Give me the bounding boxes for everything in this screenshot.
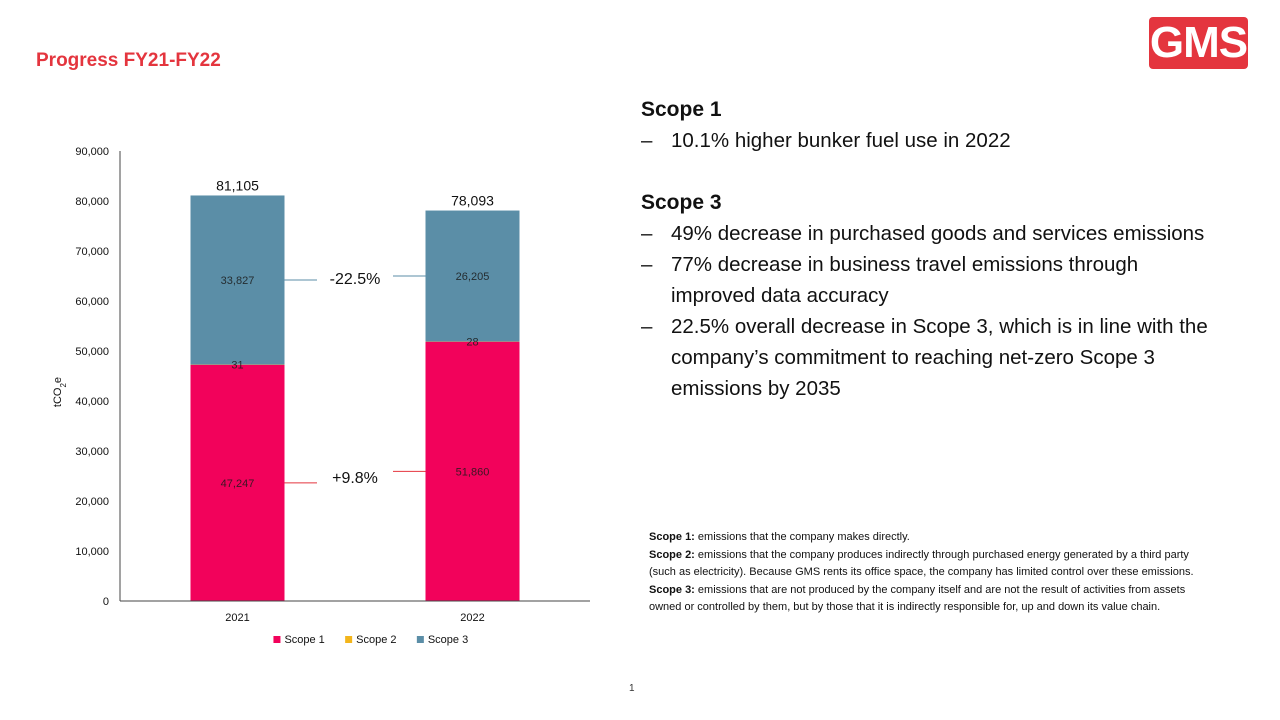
- bullet-item: –10.1% higher bunker fuel use in 2022: [641, 125, 1221, 156]
- legend-label: Scope 2: [356, 634, 396, 646]
- y-tick-label: 90,000: [75, 146, 109, 158]
- bullet-heading: Scope 1: [641, 98, 722, 121]
- scope-definitions: Scope 1: emissions that the company make…: [649, 529, 1209, 617]
- y-tick-label: 10,000: [75, 546, 109, 558]
- bullet-section: Scope 1 –10.1% higher bunker fuel use in …: [641, 94, 1221, 156]
- bullet-marker: –: [641, 129, 653, 152]
- scope-definition: Scope 3: emissions that are not produced…: [649, 582, 1209, 617]
- scope-definition-text: emissions that are not produced by the c…: [649, 583, 1186, 614]
- bullet-text: 77% decrease in business travel emission…: [671, 253, 1139, 307]
- bullet-marker: –: [641, 315, 653, 338]
- data-label: 47,247: [221, 478, 255, 490]
- bar-segment-scope-1: [425, 341, 520, 601]
- emissions-chart: 0 10,000 20,000 30,000 40,000 50,000 60,000 70,…: [40, 140, 610, 660]
- data-label: 28: [466, 337, 478, 349]
- total-label: 78,093: [451, 193, 494, 209]
- bullet-marker: –: [641, 222, 653, 245]
- y-axis-label: tCO2e: [52, 377, 68, 407]
- bullet-item: –22.5% overall decrease in Scope 3, whic…: [641, 311, 1221, 404]
- bullet-item: –77% decrease in business travel emissio…: [641, 249, 1221, 311]
- y-tick-label: 30,000: [75, 446, 109, 458]
- gms-logo: GMS: [1149, 17, 1248, 69]
- data-label: 31: [231, 360, 243, 372]
- y-tick-label: 20,000: [75, 496, 109, 508]
- scope-definition-label: Scope 1:: [649, 531, 695, 543]
- data-label: 33,827: [221, 275, 255, 287]
- legend-label: Scope 1: [284, 634, 324, 646]
- legend-swatch: [345, 636, 353, 643]
- scope-definition: Scope 1: emissions that the company make…: [649, 529, 1209, 547]
- y-tick-label: 80,000: [75, 196, 109, 208]
- scope-definition-label: Scope 3:: [649, 583, 695, 596]
- data-label: 26,205: [456, 271, 490, 283]
- data-label: 51,860: [456, 466, 490, 478]
- x-tick-label: 2021: [225, 612, 249, 624]
- y-tick-label: 70,000: [75, 246, 109, 258]
- y-tick-label: 0: [103, 596, 109, 608]
- bullet-text: 49% decrease in purchased goods and serv…: [671, 222, 1205, 245]
- change-annotation: +9.8%: [332, 470, 378, 487]
- slide-title: Progress FY21-FY22: [36, 50, 221, 71]
- page-number: 1: [629, 683, 635, 694]
- stacked-bar-chart: 0 10,000 20,000 30,000 40,000 50,000 60,000 70,…: [52, 146, 590, 646]
- legend-label: Scope 3: [428, 634, 468, 646]
- scope-definition-text: emissions that the company makes directl…: [697, 531, 910, 543]
- x-tick-label: 2022: [460, 612, 484, 624]
- scope-definition-label: Scope 2:: [649, 548, 695, 561]
- bar-segment-scope-3: [425, 210, 520, 342]
- bar-segment-scope-1: [190, 364, 285, 601]
- bullet-section: Scope 3–49% decrease in purchased goods …: [641, 187, 1221, 404]
- y-tick-label: 60,000: [75, 296, 109, 308]
- bar-segment-scope-3: [190, 195, 285, 365]
- bullet-list: –49% decrease in purchased goods and ser…: [641, 218, 1221, 404]
- bullet-heading: Scope 3: [641, 191, 722, 214]
- scope-definition: Scope 2: emissions that the company prod…: [649, 547, 1209, 582]
- scope-definition-text: emissions that the company produces indi…: [649, 548, 1194, 579]
- bullet-item: –49% decrease in purchased goods and ser…: [641, 218, 1221, 249]
- bullet-list: –10.1% higher bunker fuel use in 2022: [641, 125, 1221, 156]
- bullet-text: 10.1% higher bunker fuel use in 2022: [671, 129, 1011, 152]
- legend-swatch: [416, 636, 424, 643]
- bullet-text: 22.5% overall decrease in Scope 3, which…: [671, 315, 1208, 400]
- bullet-marker: –: [641, 253, 653, 276]
- y-tick-label: 50,000: [75, 346, 109, 358]
- change-annotation: -22.5%: [330, 271, 381, 288]
- legend-swatch: [273, 636, 281, 643]
- key-findings: Scope 1–10.1% higher bunker fuel use in …: [641, 94, 1221, 435]
- y-tick-label: 40,000: [75, 396, 109, 408]
- total-label: 81,105: [216, 177, 259, 193]
